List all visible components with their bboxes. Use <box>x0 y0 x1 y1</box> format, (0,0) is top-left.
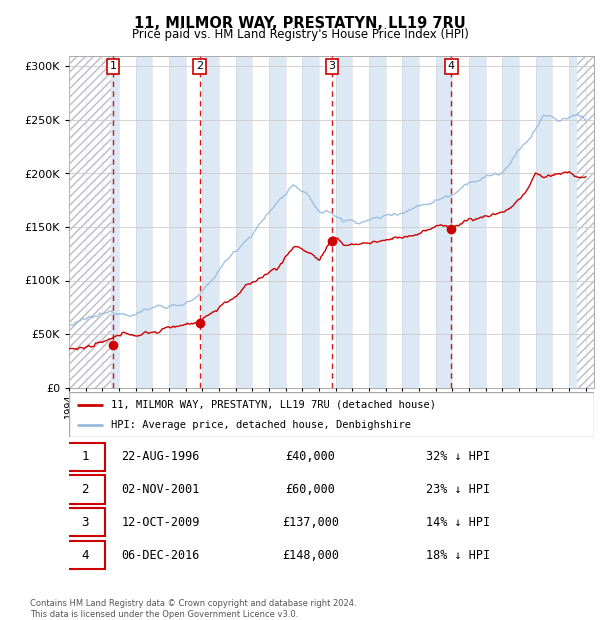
Bar <box>569 56 586 388</box>
Text: 3: 3 <box>329 61 335 71</box>
Bar <box>169 56 185 388</box>
Bar <box>86 56 103 388</box>
Bar <box>386 56 403 388</box>
Bar <box>586 56 594 388</box>
Bar <box>577 56 594 388</box>
Bar <box>352 56 369 388</box>
Bar <box>553 56 569 388</box>
Bar <box>119 56 136 388</box>
Text: 2: 2 <box>196 61 203 71</box>
Text: 4: 4 <box>82 549 89 562</box>
Text: 32% ↓ HPI: 32% ↓ HPI <box>426 450 490 463</box>
Text: 14% ↓ HPI: 14% ↓ HPI <box>426 516 490 529</box>
Text: £148,000: £148,000 <box>282 549 339 562</box>
Bar <box>69 56 110 388</box>
Text: 18% ↓ HPI: 18% ↓ HPI <box>426 549 490 562</box>
Text: 3: 3 <box>82 516 89 529</box>
Bar <box>286 56 302 388</box>
FancyBboxPatch shape <box>66 541 105 569</box>
Bar <box>319 56 335 388</box>
Text: 02-NOV-2001: 02-NOV-2001 <box>121 483 200 496</box>
Bar <box>419 56 436 388</box>
Text: 1: 1 <box>82 450 89 463</box>
Bar <box>577 56 594 388</box>
Bar <box>335 56 352 388</box>
FancyBboxPatch shape <box>66 508 105 536</box>
Bar <box>452 56 469 388</box>
Text: 06-DEC-2016: 06-DEC-2016 <box>121 549 200 562</box>
Text: 11, MILMOR WAY, PRESTATYN, LL19 7RU (detached house): 11, MILMOR WAY, PRESTATYN, LL19 7RU (det… <box>111 400 436 410</box>
Text: 1: 1 <box>110 61 116 71</box>
FancyBboxPatch shape <box>66 476 105 503</box>
Bar <box>403 56 419 388</box>
Text: Price paid vs. HM Land Registry's House Price Index (HPI): Price paid vs. HM Land Registry's House … <box>131 28 469 41</box>
Bar <box>69 56 86 388</box>
Text: 22-AUG-1996: 22-AUG-1996 <box>121 450 200 463</box>
Text: HPI: Average price, detached house, Denbighshire: HPI: Average price, detached house, Denb… <box>111 420 411 430</box>
Text: £60,000: £60,000 <box>286 483 335 496</box>
Text: Contains HM Land Registry data © Crown copyright and database right 2024.
This d: Contains HM Land Registry data © Crown c… <box>30 600 356 619</box>
Bar <box>136 56 152 388</box>
Text: 12-OCT-2009: 12-OCT-2009 <box>121 516 200 529</box>
Bar <box>236 56 253 388</box>
Bar <box>152 56 169 388</box>
Text: £40,000: £40,000 <box>286 450 335 463</box>
Bar <box>269 56 286 388</box>
Text: 23% ↓ HPI: 23% ↓ HPI <box>426 483 490 496</box>
Text: £137,000: £137,000 <box>282 516 339 529</box>
Bar <box>185 56 202 388</box>
Bar <box>202 56 219 388</box>
Bar <box>103 56 119 388</box>
Bar <box>519 56 536 388</box>
Bar <box>219 56 236 388</box>
FancyBboxPatch shape <box>66 443 105 471</box>
Bar <box>536 56 553 388</box>
Bar <box>436 56 452 388</box>
Bar <box>253 56 269 388</box>
Bar <box>369 56 386 388</box>
Text: 2: 2 <box>82 483 89 496</box>
Bar <box>469 56 485 388</box>
Bar <box>302 56 319 388</box>
Text: 4: 4 <box>448 61 455 71</box>
Bar <box>502 56 519 388</box>
Bar <box>485 56 502 388</box>
Text: 11, MILMOR WAY, PRESTATYN, LL19 7RU: 11, MILMOR WAY, PRESTATYN, LL19 7RU <box>134 16 466 31</box>
Bar <box>69 56 110 388</box>
